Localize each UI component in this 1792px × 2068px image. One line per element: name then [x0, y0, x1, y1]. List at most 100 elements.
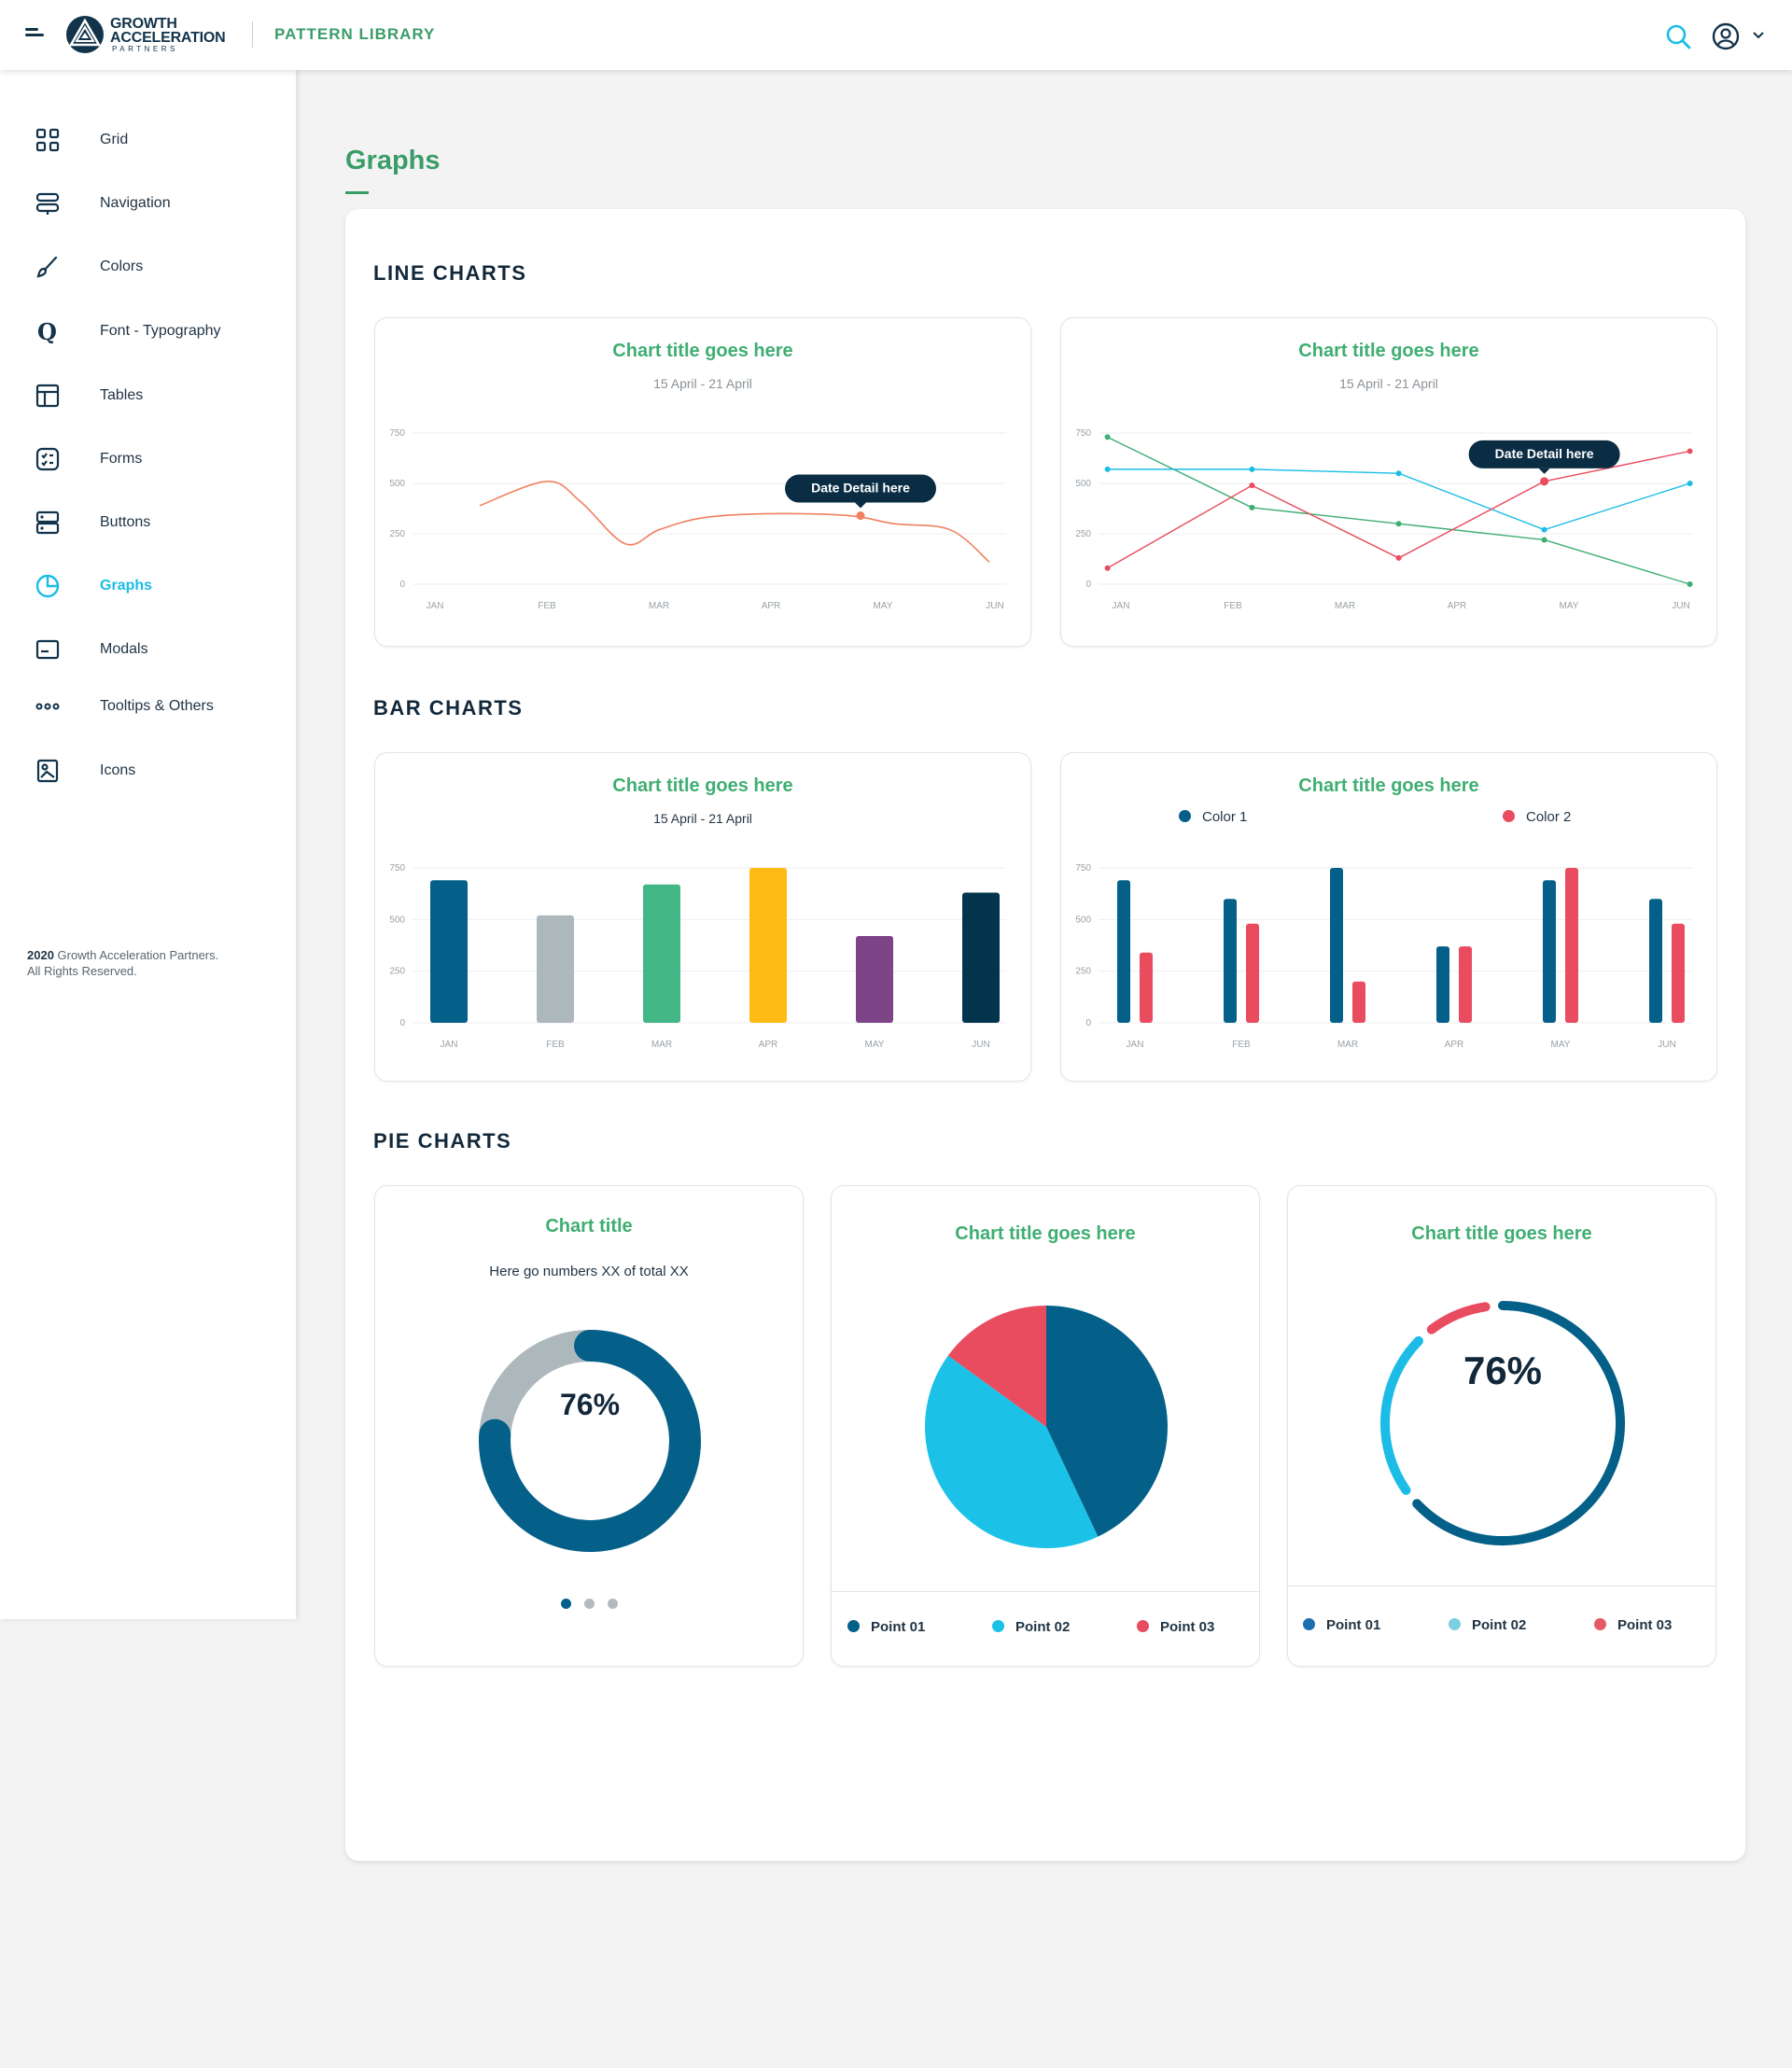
data-point [1687, 481, 1693, 486]
legend-item-point-02[interactable]: Point 02 [1449, 1617, 1526, 1633]
legend-item-point-03[interactable]: Point 03 [1137, 1619, 1214, 1635]
sidebar-item-colors[interactable]: Colors [0, 245, 296, 286]
svg-text:Q: Q [37, 319, 57, 343]
dots-icon [35, 703, 60, 710]
chart-title: Chart title goes here [1298, 341, 1479, 361]
legend-item-point-03[interactable]: Point 03 [1594, 1617, 1672, 1633]
legend-dot [1503, 810, 1515, 822]
sidebar-item-buttons[interactable]: Buttons [0, 501, 296, 542]
sidebar-item-tables[interactable]: Tables [0, 374, 296, 415]
bar-chart-2: 0 250 500 750 JAN FEB MAR APR MAY JUN [1075, 863, 1692, 1050]
page-title-underline [345, 191, 369, 194]
x-tick-label: JUN [1672, 601, 1689, 611]
grid-icon [35, 128, 60, 152]
data-point [1249, 482, 1255, 489]
pager-dot-3[interactable] [607, 1599, 618, 1609]
sidebar-item-label: Navigation [100, 195, 171, 211]
sidebar-item-navigation[interactable]: Navigation [0, 182, 296, 223]
legend-divider [832, 1591, 1259, 1592]
menu-icon[interactable] [25, 28, 44, 41]
x-tick-label: APR [1448, 601, 1467, 611]
y-tick-label: 0 [399, 1018, 405, 1028]
bar [1117, 880, 1130, 1023]
top-header: GROWTH ACCELERATION PARTNERS PATTERN LIB… [0, 0, 1792, 70]
x-tick-label: JAN [1113, 601, 1130, 611]
sidebar-item-label: Tables [100, 387, 144, 403]
chevron-down-icon[interactable] [1752, 31, 1765, 40]
y-tick-label: 750 [1075, 863, 1091, 873]
sidebar: Grid Navigation Colors Q Font - Typograp… [0, 70, 296, 1619]
footer-company: Growth Acceleration Partners. [57, 948, 219, 962]
sidebar-item-label: Graphs [100, 578, 153, 594]
brush-icon [36, 256, 58, 278]
x-tick-label: APR [759, 1040, 778, 1050]
user-icon[interactable] [1712, 22, 1740, 50]
bar [1543, 880, 1556, 1023]
chart-subtitle: 15 April - 21 April [1339, 376, 1438, 391]
donut-chart-card: Chart title Here go numbers XX of total … [374, 1185, 804, 1667]
sidebar-item-label: Font - Typography [100, 323, 221, 339]
tooltip-arrow [855, 502, 866, 509]
pie-slice [947, 1306, 1046, 1427]
legend-label: Point 02 [1015, 1619, 1071, 1635]
legend-item-point-01[interactable]: Point 01 [1303, 1617, 1380, 1633]
tooltip-bubble [1468, 440, 1620, 468]
search-icon[interactable] [1665, 23, 1691, 49]
legend-item-color-2[interactable]: Color 2 [1503, 809, 1571, 825]
pager-dot-2[interactable] [583, 1599, 595, 1609]
data-point [1249, 504, 1255, 510]
tooltip-bubble [785, 474, 936, 503]
graphs-panel: LINE CHARTS BAR CHARTS PIE CHARTS Chart … [345, 209, 1745, 1861]
chart-title: Chart title goes here [955, 1223, 1136, 1244]
bar [1224, 899, 1237, 1023]
legend-item-point-02[interactable]: Point 02 [992, 1619, 1070, 1635]
modal-icon [35, 639, 60, 660]
form-icon [35, 447, 60, 471]
sidebar-item-icons[interactable]: Icons [0, 749, 296, 790]
bar [1246, 923, 1259, 1023]
sidebar-item-forms[interactable]: Forms [0, 438, 296, 479]
bar [749, 868, 787, 1023]
data-point [1104, 434, 1111, 440]
legend-item-color-1[interactable]: Color 1 [1179, 809, 1247, 825]
data-point [1687, 581, 1693, 587]
tooltip-point [856, 511, 865, 521]
legend-label: Point 01 [871, 1619, 926, 1635]
sidebar-item-label: Buttons [100, 514, 151, 530]
pager-dot-1[interactable] [560, 1599, 571, 1609]
donut-center-label: 76% [559, 1388, 621, 1421]
pie-slice [925, 1355, 1099, 1548]
x-tick-label: JAN [427, 601, 444, 611]
sidebar-item-grid[interactable]: Grid [0, 119, 296, 160]
bar [1649, 899, 1662, 1023]
section-title-pie: PIE CHARTS [373, 1129, 512, 1153]
sidebar-footer: 2020 Growth Acceleration Partners. All R… [27, 947, 270, 979]
footer-year: 2020 [27, 948, 54, 962]
legend-item-point-01[interactable]: Point 01 [847, 1619, 925, 1635]
x-tick-label: MAR [651, 1040, 672, 1050]
sidebar-item-graphs[interactable]: Graphs [0, 565, 296, 606]
logo[interactable]: GROWTH ACCELERATION PARTNERS [65, 15, 239, 56]
chart-subtitle: Here go numbers XX of total XX [489, 1264, 689, 1279]
y-tick-label: 250 [389, 967, 405, 977]
header-divider [252, 21, 253, 48]
sidebar-item-tooltips[interactable]: Tooltips & Others [0, 685, 296, 726]
x-tick-label: JUN [972, 1040, 989, 1050]
sidebar-item-modals[interactable]: Modals [0, 628, 296, 669]
data-point [1104, 466, 1111, 472]
bar-chart-card-2: Chart title goes here Color 1 Color 2 0 2… [1060, 752, 1717, 1082]
chart-subtitle: 15 April - 21 April [653, 811, 752, 826]
ring-center-label: 76% [1463, 1348, 1543, 1392]
x-tick-label: JUN [986, 601, 1003, 611]
line-chart-2: 0 250 500 750 JAN FEB MAR APR MAY JUN Date Detail … [1075, 428, 1693, 611]
y-tick-label: 500 [389, 479, 405, 489]
x-tick-label: MAR [649, 601, 669, 611]
sidebar-item-typography[interactable]: Q Font - Typography [0, 310, 296, 351]
x-tick-label: JAN [441, 1040, 458, 1050]
bar [856, 936, 893, 1023]
section-title-line: LINE CHARTS [373, 261, 527, 285]
legend-dot [1449, 1618, 1461, 1630]
y-tick-label: 750 [1075, 428, 1091, 439]
bar-chart-1: 0 250 500 750 JAN FEB MAR APR MAY JUN [389, 863, 1006, 1050]
pie-legend: Point 01 Point 02 Point 03 [832, 1619, 1259, 1647]
